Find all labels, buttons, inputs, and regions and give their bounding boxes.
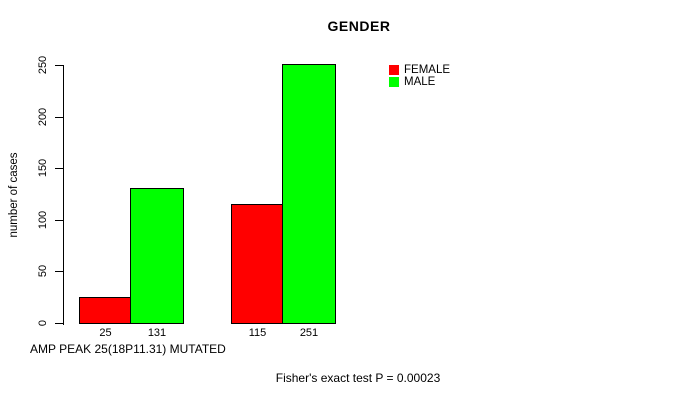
bar-value-label: 115: [248, 327, 267, 339]
bar-value-label: 251: [299, 327, 319, 339]
y-tick-label: 200: [37, 107, 49, 127]
y-tick-label: 250: [37, 55, 49, 75]
bar-female-group2: [231, 204, 284, 324]
legend-swatch-icon: [389, 77, 399, 87]
y-tick: [55, 220, 63, 221]
y-tick: [55, 117, 63, 118]
legend-label: MALE: [404, 76, 436, 88]
x-axis-caption: AMP PEAK 25(18P11.31) MUTATED: [30, 342, 226, 356]
y-tick-label: 0: [37, 319, 49, 327]
y-tick: [55, 65, 63, 66]
bar-value-label: 25: [99, 327, 112, 339]
y-axis-label: number of cases: [8, 152, 20, 238]
legend: FEMALE MALE: [389, 64, 450, 88]
bar-value-label: 131: [147, 327, 167, 339]
y-tick: [55, 271, 63, 272]
bar-male-group1: [130, 188, 184, 324]
legend-item-female: FEMALE: [389, 64, 450, 76]
legend-label: FEMALE: [404, 64, 451, 76]
y-tick-label: 150: [37, 158, 49, 178]
y-tick: [55, 168, 63, 169]
y-tick-label: 100: [37, 210, 49, 230]
legend-swatch-icon: [389, 65, 399, 75]
chart-title: GENDER: [327, 18, 391, 34]
y-tick-label: 50: [37, 264, 49, 278]
bar-female-group1: [79, 297, 132, 324]
y-tick: [55, 323, 63, 324]
y-axis-line: [63, 65, 64, 325]
stat-annotation: Fisher's exact test P = 0.00023: [275, 371, 441, 385]
legend-item-male: MALE: [389, 76, 450, 88]
bar-male-group2: [282, 64, 336, 324]
